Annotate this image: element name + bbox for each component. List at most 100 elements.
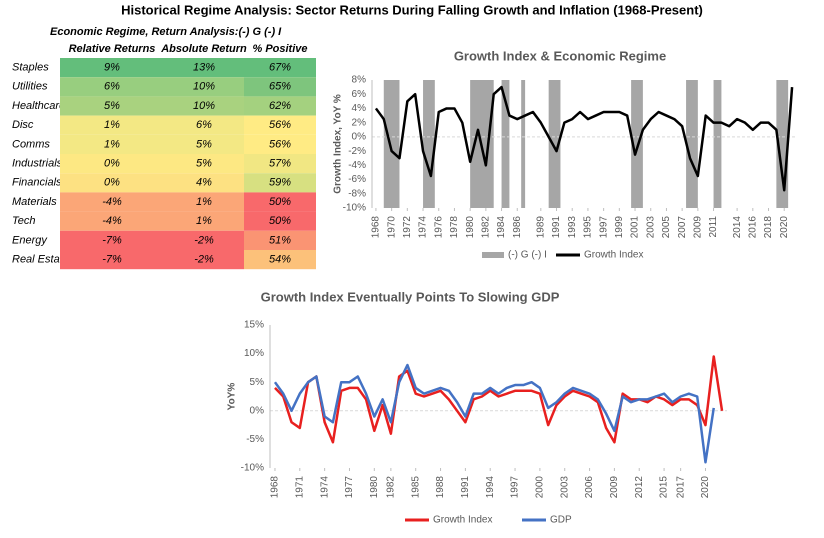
cell	[60, 134, 164, 154]
x-tick-label: 2003	[559, 476, 570, 499]
x-tick-label: 1989	[535, 216, 546, 239]
y-tick-label: -5%	[246, 434, 264, 445]
y-tick-label: 15%	[244, 320, 264, 331]
cell	[60, 96, 164, 116]
x-tick-label: 1986	[512, 216, 523, 239]
cell	[60, 173, 164, 193]
x-tick-label: 1997	[598, 216, 609, 239]
row-label: Materials	[12, 196, 57, 208]
column-header: % Positive	[252, 43, 307, 55]
x-tick-label: 2015	[659, 476, 670, 499]
x-tick-label: 1993	[567, 216, 578, 239]
series-line	[274, 355, 724, 444]
x-tick-label: 1968	[371, 216, 382, 239]
x-tick-label: 1974	[319, 476, 330, 499]
cell-value: 1%	[104, 119, 120, 131]
x-tick-label: 1999	[614, 216, 625, 239]
y-tick-label: 0%	[250, 405, 265, 416]
cell	[244, 192, 316, 212]
y-axis-label: Growth Index, YoY %	[333, 94, 344, 194]
x-tick-label: 1988	[435, 476, 446, 499]
x-tick-label: 2009	[609, 476, 620, 499]
x-tick-label: 2020	[700, 476, 711, 499]
cell-value: 5%	[196, 138, 212, 150]
cell	[164, 96, 244, 116]
cell-value: 10%	[193, 100, 215, 112]
cell	[244, 77, 316, 97]
x-tick-label: 1984	[496, 216, 507, 239]
cell	[164, 58, 244, 78]
cell-value: 1%	[104, 138, 120, 150]
row-label: Staples	[12, 62, 49, 74]
legend-label: Growth Index	[433, 515, 492, 526]
cell-value: 50%	[269, 196, 291, 208]
cell	[164, 250, 244, 270]
x-tick-label: 2005	[661, 216, 672, 239]
row-label: Comms	[12, 138, 50, 150]
cell-value: 51%	[269, 234, 291, 246]
x-tick-label: 1968	[270, 476, 281, 499]
cell	[244, 173, 316, 193]
x-tick-label: 1980	[465, 216, 476, 239]
cell-value: 59%	[269, 177, 291, 189]
y-tick-label: -4%	[348, 160, 366, 171]
cell-value: 4%	[196, 177, 212, 189]
cell	[244, 250, 316, 270]
cell-value: 9%	[104, 62, 120, 74]
cell-value: 54%	[269, 254, 291, 266]
x-tick-label: 1977	[344, 476, 355, 499]
regime-band	[521, 80, 526, 208]
x-tick-label: 1991	[460, 476, 471, 499]
x-tick-label: 2011	[708, 216, 719, 238]
x-tick-label: 1976	[433, 216, 444, 239]
table-caption: Economic Regime, Return Analysis:(-) G (…	[50, 26, 282, 38]
x-tick-label: 2017	[675, 476, 686, 499]
cell	[244, 230, 316, 250]
cell	[164, 211, 244, 231]
y-tick-label: -2%	[348, 146, 366, 157]
y-tick-label: 0%	[352, 132, 367, 143]
cell	[164, 192, 244, 212]
cell-value: 1%	[196, 196, 212, 208]
y-tick-label: -6%	[348, 174, 366, 185]
x-tick-label: 1972	[402, 216, 413, 239]
cell	[60, 77, 164, 97]
cell	[244, 58, 316, 78]
cell	[244, 96, 316, 116]
cell	[164, 77, 244, 97]
x-tick-label: 2016	[747, 216, 758, 239]
page-title: Historical Regime Analysis: Sector Retur…	[121, 2, 703, 17]
cell	[60, 211, 164, 231]
cell	[60, 192, 164, 212]
x-tick-label: 2006	[584, 476, 595, 499]
x-tick-label: 1982	[386, 476, 397, 499]
cell	[60, 154, 164, 174]
cell-value: 50%	[269, 215, 291, 227]
legend-label: Growth Index	[584, 250, 643, 261]
y-tick-label: -8%	[348, 188, 366, 199]
x-tick-label: 2009	[692, 216, 703, 239]
cell-value: 10%	[193, 81, 215, 93]
cell	[164, 173, 244, 193]
x-tick-label: 1997	[510, 476, 521, 499]
row-label: Disc	[12, 119, 34, 131]
x-tick-label: 2014	[732, 216, 743, 239]
x-tick-label: 1994	[485, 476, 496, 499]
cell-value: -7%	[102, 234, 122, 246]
regime-band	[383, 80, 400, 208]
cell-value: 6%	[104, 81, 120, 93]
regime-band	[548, 80, 561, 208]
row-label: Tech	[12, 215, 35, 227]
cell-value: 56%	[269, 119, 291, 131]
cell-value: 57%	[269, 158, 291, 170]
row-label: Industrials	[12, 158, 63, 170]
y-tick-label: 6%	[352, 89, 367, 100]
y-tick-label: 2%	[352, 117, 367, 128]
column-header: Absolute Return	[160, 43, 247, 55]
column-header: Relative Returns	[69, 43, 156, 55]
regime-band	[686, 80, 698, 208]
cell-value: 62%	[269, 100, 291, 112]
cell	[244, 154, 316, 174]
x-tick-label: 1971	[294, 476, 305, 499]
